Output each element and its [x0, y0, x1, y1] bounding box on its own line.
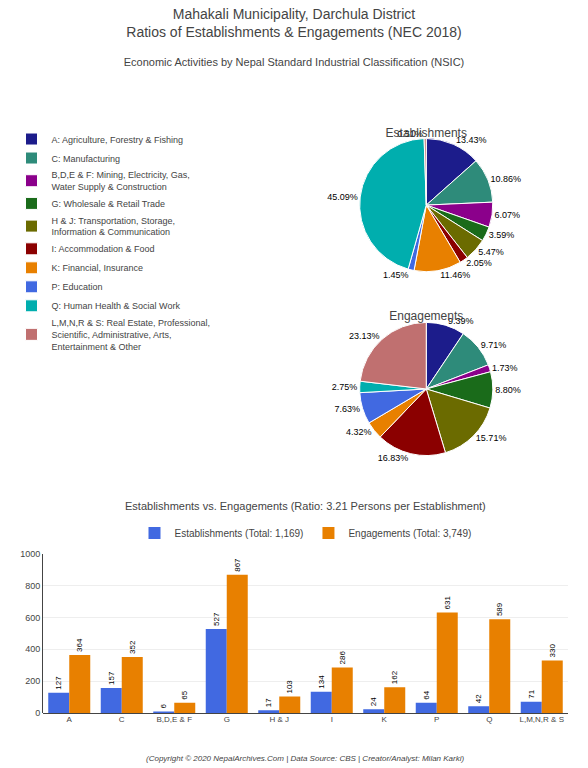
svg-text:3.59%: 3.59% — [489, 230, 515, 240]
svg-text:15.71%: 15.71% — [476, 433, 507, 443]
svg-text:P: Education: P: Education — [52, 282, 103, 292]
svg-text:I: I — [331, 715, 333, 724]
svg-text:631: 631 — [443, 596, 452, 610]
svg-text:4.32%: 4.32% — [346, 427, 372, 437]
svg-text:7.63%: 7.63% — [335, 404, 361, 414]
svg-text:H & J: Transportation, Storage: H & J: Transportation, Storage,Informati… — [52, 216, 176, 238]
svg-text:352: 352 — [128, 640, 137, 654]
svg-text:Establishments (Total: 1,169): Establishments (Total: 1,169) — [175, 528, 304, 539]
svg-text:B,D,E & F: Mining, Electricity: B,D,E & F: Mining, Electricity, Gas,Wate… — [52, 170, 190, 192]
svg-text:L,M,N,R & S: L,M,N,R & S — [520, 715, 564, 724]
svg-text:867: 867 — [233, 558, 242, 572]
svg-text:17: 17 — [264, 698, 273, 707]
svg-text:1000: 1000 — [20, 549, 40, 559]
svg-text:A: A — [67, 715, 73, 724]
svg-text:Economic Activities by Nepal S: Economic Activities by Nepal Standard In… — [124, 56, 465, 68]
svg-text:65: 65 — [180, 690, 189, 699]
svg-text:286: 286 — [338, 651, 347, 665]
svg-text:0.51%: 0.51% — [397, 129, 423, 139]
svg-text:127: 127 — [54, 676, 63, 690]
svg-text:23.13%: 23.13% — [349, 331, 380, 341]
svg-text:C: C — [119, 715, 125, 724]
svg-text:C: Manufacturing: C: Manufacturing — [52, 154, 121, 164]
svg-text:K: K — [382, 715, 388, 724]
svg-text:Engagements: Engagements — [389, 309, 463, 323]
svg-text:200: 200 — [25, 676, 40, 686]
svg-text:16.83%: 16.83% — [378, 453, 409, 463]
svg-text:6: 6 — [159, 704, 168, 709]
svg-text:1.73%: 1.73% — [492, 363, 518, 373]
svg-text:H & J: H & J — [269, 715, 289, 724]
svg-text:Establishments vs. Engagements: Establishments vs. Engagements (Ratio: 3… — [125, 500, 486, 512]
svg-text:364: 364 — [75, 638, 84, 652]
svg-text:2.75%: 2.75% — [332, 382, 358, 392]
svg-text:589: 589 — [495, 602, 504, 616]
svg-text:24: 24 — [369, 697, 378, 706]
svg-text:400: 400 — [25, 644, 40, 654]
svg-text:Mahakali Municipality, Darchul: Mahakali Municipality, Darchula District… — [126, 6, 461, 40]
svg-text:A: Agriculture, Forestry & Fis: A: Agriculture, Forestry & Fishing — [52, 135, 184, 145]
svg-text:64: 64 — [422, 690, 431, 699]
svg-text:B,D,E & F: B,D,E & F — [156, 715, 192, 724]
svg-text:Q: Q — [486, 715, 492, 724]
svg-text:Engagements (Total: 3,749): Engagements (Total: 3,749) — [348, 528, 471, 539]
svg-text:(Copyright © 2020 NepalArchive: (Copyright © 2020 NepalArchives.Com | Da… — [146, 754, 465, 763]
svg-text:9.39%: 9.39% — [448, 316, 474, 326]
svg-text:1.45%: 1.45% — [383, 270, 409, 280]
svg-text:330: 330 — [548, 644, 557, 658]
svg-text:L,M,N,R & S: Real Estate, Prof: L,M,N,R & S: Real Estate, Professional,S… — [52, 318, 211, 351]
svg-text:42: 42 — [474, 694, 483, 703]
svg-text:13.43%: 13.43% — [456, 135, 487, 145]
svg-text:157: 157 — [107, 671, 116, 685]
svg-text:8.80%: 8.80% — [495, 385, 521, 395]
svg-text:G: Wholesale & Retail Trade: G: Wholesale & Retail Trade — [52, 199, 166, 209]
svg-text:162: 162 — [390, 670, 399, 684]
svg-text:800: 800 — [25, 581, 40, 591]
svg-text:527: 527 — [212, 612, 221, 626]
svg-text:10.86%: 10.86% — [490, 174, 521, 184]
svg-text:9.71%: 9.71% — [481, 340, 507, 350]
svg-text:I: Accommodation & Food: I: Accommodation & Food — [52, 244, 155, 254]
svg-text:Establishments: Establishments — [386, 126, 467, 140]
svg-text:5.47%: 5.47% — [478, 247, 504, 257]
svg-text:134: 134 — [317, 675, 326, 689]
svg-text:6.07%: 6.07% — [495, 210, 521, 220]
svg-text:600: 600 — [25, 613, 40, 623]
svg-text:P: P — [434, 715, 439, 724]
svg-text:103: 103 — [285, 680, 294, 694]
svg-text:45.09%: 45.09% — [327, 192, 358, 202]
svg-text:0: 0 — [35, 708, 40, 718]
svg-text:2.05%: 2.05% — [466, 258, 492, 268]
svg-text:11.46%: 11.46% — [440, 270, 470, 280]
svg-text:K: Financial, Insurance: K: Financial, Insurance — [52, 263, 144, 273]
svg-text:G: G — [224, 715, 230, 724]
svg-text:71: 71 — [527, 689, 536, 698]
svg-text:Q: Human Health & Social Work: Q: Human Health & Social Work — [52, 301, 181, 311]
